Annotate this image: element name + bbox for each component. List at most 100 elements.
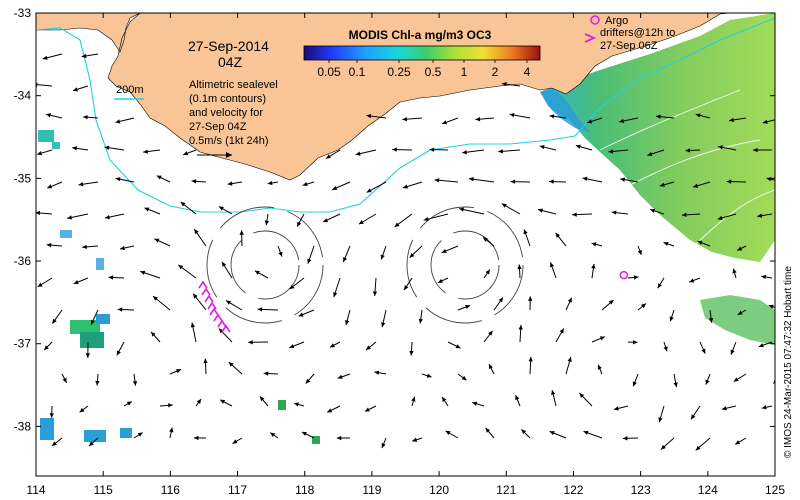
velocity-arrow-head [528, 296, 533, 301]
velocity-arrow-head [345, 320, 350, 325]
velocity-arrow-head [82, 244, 87, 250]
x-tick-label: 114 [26, 483, 45, 497]
velocity-arrow-head [137, 432, 143, 437]
velocity-arrow-head [203, 358, 208, 364]
velocity-arrow-head [775, 430, 780, 435]
velocity-arrow-head [737, 246, 743, 251]
velocity-arrow-head [591, 263, 596, 269]
drifter-chevron [201, 287, 211, 296]
velocity-arrow-head [551, 390, 556, 395]
x-tick-label: 115 [94, 483, 113, 497]
velocity-arrow-head [469, 177, 474, 182]
velocity-arrow-head [169, 427, 174, 433]
velocity-arrow-head [105, 214, 110, 220]
velocity-arrow-head [613, 406, 619, 411]
velocity-arrow-head [67, 215, 73, 220]
velocity-arrow-head [599, 336, 605, 341]
velocity-arrow-head [538, 208, 543, 213]
velocity-arrow-head [176, 369, 182, 374]
velocity-arrow-head [498, 297, 503, 303]
colorbar-tick-label: 0.25 [387, 65, 411, 79]
velocity-arrow-head [465, 304, 471, 309]
velocity-arrow-head [140, 270, 146, 275]
velocity-arrow-head [52, 318, 57, 324]
x-tick-label: 123 [631, 483, 651, 497]
colorbar-tick-label: 0.5 [425, 65, 442, 79]
colorbar-ticks: 0.05 0.1 0.25 0.5 1 2 4 [317, 60, 531, 79]
velocity-arrow-head [619, 118, 625, 124]
velocity-arrow-head [257, 307, 263, 312]
velocity-arrow-head [701, 348, 706, 354]
velocity-arrow-head [254, 270, 260, 275]
velocity-arrow-head [178, 264, 184, 270]
velocity-arrow-head [115, 119, 121, 124]
velocity-arrow-head [81, 53, 87, 59]
velocity-arrow-head [305, 378, 311, 384]
velocity-arrow-head [459, 207, 465, 212]
velocity-arrow-head [647, 151, 653, 157]
velocity-arrow-head [302, 182, 308, 187]
y-tick-label: -35 [14, 171, 32, 185]
velocity-arrow-head [37, 282, 43, 287]
velocity-arrow-head [737, 310, 743, 315]
eddy-streamline [230, 230, 300, 300]
velocity-arrow-head [90, 319, 95, 325]
chlorophyll-swath [540, 13, 775, 262]
x-tick-label: 117 [228, 483, 247, 497]
velocity-arrow-head [36, 82, 38, 87]
velocity-arrow-head [681, 212, 687, 218]
velocity-arrow-head [587, 119, 593, 124]
eddy-streamline [206, 206, 324, 324]
velocity-arrow-head [325, 154, 331, 159]
eddy-streamline [430, 230, 500, 300]
velocity-arrow-head [509, 112, 515, 118]
velocity-arrow-head [608, 149, 614, 154]
velocity-arrow-head [44, 345, 49, 351]
chlorophyll-east-patch [700, 295, 775, 345]
colorbar [303, 45, 541, 61]
velocity-arrow-head [227, 181, 233, 186]
velocity-arrow-head [144, 207, 150, 212]
velocity-arrow-head [180, 201, 186, 207]
drifter-legend-line-2: 27-Sep 06Z [600, 40, 658, 52]
velocity-arrow-head [402, 184, 408, 189]
velocity-arrow-head [115, 177, 121, 182]
velocity-arrow-head [293, 402, 299, 407]
velocity-arrow-head [441, 248, 447, 253]
velocity-arrow-head [392, 147, 397, 152]
argo-float-marker[interactable] [619, 270, 629, 280]
velocity-arrow-head [591, 242, 597, 247]
drifter-chevron [207, 301, 217, 310]
velocity-arrow-head [475, 116, 481, 122]
velocity-arrow-head [488, 330, 493, 336]
velocity-arrow-head [332, 185, 338, 190]
velocity-arrow-head [611, 210, 617, 215]
velocity-arrow-head [517, 264, 522, 270]
x-tick-label: 118 [295, 483, 314, 497]
velocity-arrow-head [154, 238, 160, 243]
velocity-arrow-head [721, 406, 727, 411]
velocity-arrow-head [196, 399, 202, 404]
drifter-legend-line-1: drifters@12h to [600, 27, 675, 39]
sealevel-note-line-1: Altimetric sealevel [189, 79, 278, 91]
velocity-arrow-head [445, 430, 451, 436]
sealevel-note-line-4: 27-Sep 04Z [189, 121, 247, 133]
velocity-arrow-head [572, 212, 577, 217]
velocity-arrow-head [323, 218, 329, 223]
velocity-arrow-head [46, 113, 51, 118]
velocity-arrow-head [575, 144, 581, 149]
drifter-legend-icon [584, 33, 597, 43]
velocity-arrow-head [659, 182, 665, 187]
sealevel-contours [599, 89, 775, 301]
velocity-arrow-head [455, 344, 461, 349]
velocity-arrow-head [83, 115, 88, 120]
velocity-arrow-head [434, 178, 440, 183]
velocity-arrow-head [729, 117, 734, 123]
drifter-chevron [209, 307, 219, 316]
argo-legend-label: Argo [605, 15, 628, 27]
velocity-arrow-head [695, 113, 701, 118]
drifter-chevron [204, 294, 214, 303]
velocity-arrow-head [426, 373, 432, 378]
velocity-arrow-head [732, 268, 737, 274]
